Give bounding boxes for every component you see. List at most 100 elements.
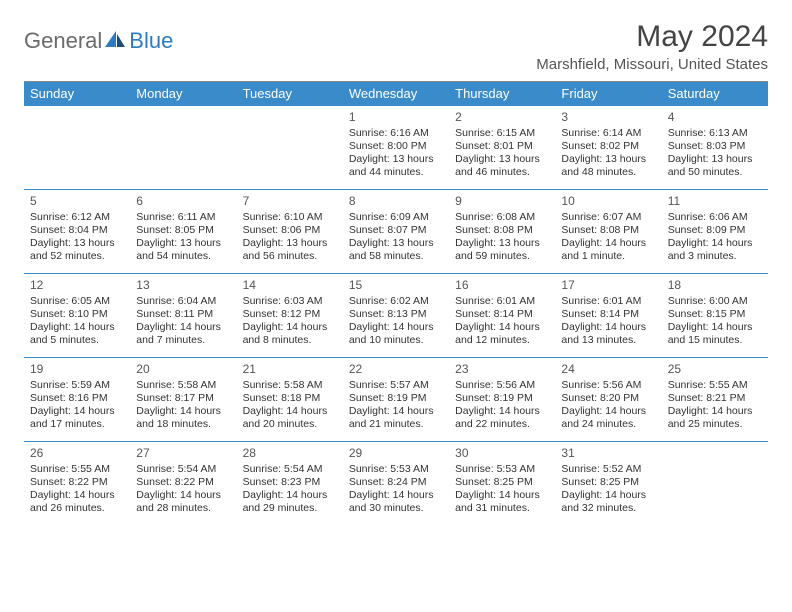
daylight-line: Daylight: 14 hours and 1 minute. xyxy=(561,237,655,263)
sunrise-line: Sunrise: 5:53 AM xyxy=(455,463,549,476)
day-cell: 29Sunrise: 5:53 AMSunset: 8:24 PMDayligh… xyxy=(343,441,449,525)
sunrise-line: Sunrise: 6:13 AM xyxy=(668,127,762,140)
logo-text-blue: Blue xyxy=(129,28,173,54)
sunset-line: Sunset: 8:10 PM xyxy=(30,308,124,321)
day-cell-empty xyxy=(237,105,343,189)
sunset-line: Sunset: 8:00 PM xyxy=(349,140,443,153)
day-number: 28 xyxy=(243,446,337,461)
daylight-line: Daylight: 13 hours and 46 minutes. xyxy=(455,153,549,179)
daylight-line: Daylight: 14 hours and 15 minutes. xyxy=(668,321,762,347)
sunrise-line: Sunrise: 6:05 AM xyxy=(30,295,124,308)
day-number: 5 xyxy=(30,194,124,209)
day-cell: 15Sunrise: 6:02 AMSunset: 8:13 PMDayligh… xyxy=(343,273,449,357)
sunrise-line: Sunrise: 6:15 AM xyxy=(455,127,549,140)
day-number: 9 xyxy=(455,194,549,209)
day-header: Monday xyxy=(130,82,236,105)
logo-text-general: General xyxy=(24,28,102,54)
day-cell-empty xyxy=(662,441,768,525)
sunrise-line: Sunrise: 6:04 AM xyxy=(136,295,230,308)
sunset-line: Sunset: 8:22 PM xyxy=(30,476,124,489)
sunrise-line: Sunrise: 6:01 AM xyxy=(455,295,549,308)
day-cell: 23Sunrise: 5:56 AMSunset: 8:19 PMDayligh… xyxy=(449,357,555,441)
calendar-grid: SundayMondayTuesdayWednesdayThursdayFrid… xyxy=(24,81,768,525)
day-number: 30 xyxy=(455,446,549,461)
daylight-line: Daylight: 14 hours and 18 minutes. xyxy=(136,405,230,431)
sunset-line: Sunset: 8:08 PM xyxy=(455,224,549,237)
day-number: 6 xyxy=(136,194,230,209)
sunset-line: Sunset: 8:01 PM xyxy=(455,140,549,153)
day-number: 11 xyxy=(668,194,762,209)
sunrise-line: Sunrise: 5:57 AM xyxy=(349,379,443,392)
location-text: Marshfield, Missouri, United States xyxy=(536,56,768,73)
month-title: May 2024 xyxy=(536,20,768,54)
sunset-line: Sunset: 8:13 PM xyxy=(349,308,443,321)
day-cell: 20Sunrise: 5:58 AMSunset: 8:17 PMDayligh… xyxy=(130,357,236,441)
day-header: Tuesday xyxy=(237,82,343,105)
daylight-line: Daylight: 14 hours and 7 minutes. xyxy=(136,321,230,347)
sunrise-line: Sunrise: 5:53 AM xyxy=(349,463,443,476)
day-number: 20 xyxy=(136,362,230,377)
day-number: 14 xyxy=(243,278,337,293)
daylight-line: Daylight: 14 hours and 10 minutes. xyxy=(349,321,443,347)
day-number: 29 xyxy=(349,446,443,461)
day-cell: 26Sunrise: 5:55 AMSunset: 8:22 PMDayligh… xyxy=(24,441,130,525)
day-cell: 16Sunrise: 6:01 AMSunset: 8:14 PMDayligh… xyxy=(449,273,555,357)
sunrise-line: Sunrise: 6:10 AM xyxy=(243,211,337,224)
daylight-line: Daylight: 13 hours and 59 minutes. xyxy=(455,237,549,263)
day-cell: 31Sunrise: 5:52 AMSunset: 8:25 PMDayligh… xyxy=(555,441,661,525)
daylight-line: Daylight: 14 hours and 12 minutes. xyxy=(455,321,549,347)
daylight-line: Daylight: 13 hours and 54 minutes. xyxy=(136,237,230,263)
sunrise-line: Sunrise: 5:59 AM xyxy=(30,379,124,392)
day-number: 17 xyxy=(561,278,655,293)
day-number: 2 xyxy=(455,110,549,125)
sunrise-line: Sunrise: 5:58 AM xyxy=(243,379,337,392)
day-cell: 14 Sunrise: 6:03 AMSunset: 8:12 PMDayligh… xyxy=(237,273,343,357)
day-cell: 27Sunrise: 5:54 AMSunset: 8:22 PMDayligh… xyxy=(130,441,236,525)
sunset-line: Sunset: 8:16 PM xyxy=(30,392,124,405)
sunset-line: Sunset: 8:25 PM xyxy=(455,476,549,489)
daylight-line: Daylight: 14 hours and 5 minutes. xyxy=(30,321,124,347)
daylight-line: Daylight: 14 hours and 32 minutes. xyxy=(561,489,655,515)
day-cell: 13Sunrise: 6:04 AMSunset: 8:11 PMDayligh… xyxy=(130,273,236,357)
sunrise-line: Sunrise: 6:06 AM xyxy=(668,211,762,224)
day-header: Wednesday xyxy=(343,82,449,105)
daylight-line: Daylight: 14 hours and 29 minutes. xyxy=(243,489,337,515)
sunrise-line: Sunrise: 5:54 AM xyxy=(136,463,230,476)
day-number: 4 xyxy=(668,110,762,125)
sunset-line: Sunset: 8:06 PM xyxy=(243,224,337,237)
day-cell: 28Sunrise: 5:54 AMSunset: 8:23 PMDayligh… xyxy=(237,441,343,525)
day-number: 26 xyxy=(30,446,124,461)
sunrise-line: Sunrise: 6:01 AM xyxy=(561,295,655,308)
daylight-line: Daylight: 14 hours and 8 minutes. xyxy=(243,321,337,347)
sunrise-line: Sunrise: 6:00 AM xyxy=(668,295,762,308)
day-number: 1 xyxy=(349,110,443,125)
day-header: Sunday xyxy=(24,82,130,105)
sunset-line: Sunset: 8:24 PM xyxy=(349,476,443,489)
sunrise-line: Sunrise: 6:03 AM xyxy=(243,295,337,308)
sunset-line: Sunset: 8:05 PM xyxy=(136,224,230,237)
day-number: 10 xyxy=(561,194,655,209)
daylight-line: Daylight: 14 hours and 26 minutes. xyxy=(30,489,124,515)
day-cell-empty xyxy=(24,105,130,189)
sunset-line: Sunset: 8:09 PM xyxy=(668,224,762,237)
sunrise-line: Sunrise: 6:07 AM xyxy=(561,211,655,224)
day-cell-empty xyxy=(130,105,236,189)
day-number: 15 xyxy=(349,278,443,293)
day-cell: 10Sunrise: 6:07 AMSunset: 8:08 PMDayligh… xyxy=(555,189,661,273)
daylight-line: Daylight: 14 hours and 21 minutes. xyxy=(349,405,443,431)
day-cell: 22Sunrise: 5:57 AMSunset: 8:19 PMDayligh… xyxy=(343,357,449,441)
sunset-line: Sunset: 8:17 PM xyxy=(136,392,230,405)
daylight-line: Daylight: 13 hours and 52 minutes. xyxy=(30,237,124,263)
day-header: Friday xyxy=(555,82,661,105)
daylight-line: Daylight: 14 hours and 20 minutes. xyxy=(243,405,337,431)
daylight-line: Daylight: 13 hours and 58 minutes. xyxy=(349,237,443,263)
sunset-line: Sunset: 8:12 PM xyxy=(243,308,337,321)
daylight-line: Daylight: 14 hours and 28 minutes. xyxy=(136,489,230,515)
sunrise-line: Sunrise: 6:12 AM xyxy=(30,211,124,224)
sunrise-line: Sunrise: 6:11 AM xyxy=(136,211,230,224)
sunset-line: Sunset: 8:20 PM xyxy=(561,392,655,405)
daylight-line: Daylight: 14 hours and 25 minutes. xyxy=(668,405,762,431)
sunset-line: Sunset: 8:21 PM xyxy=(668,392,762,405)
day-cell: 8Sunrise: 6:09 AMSunset: 8:07 PMDaylight… xyxy=(343,189,449,273)
day-number: 31 xyxy=(561,446,655,461)
